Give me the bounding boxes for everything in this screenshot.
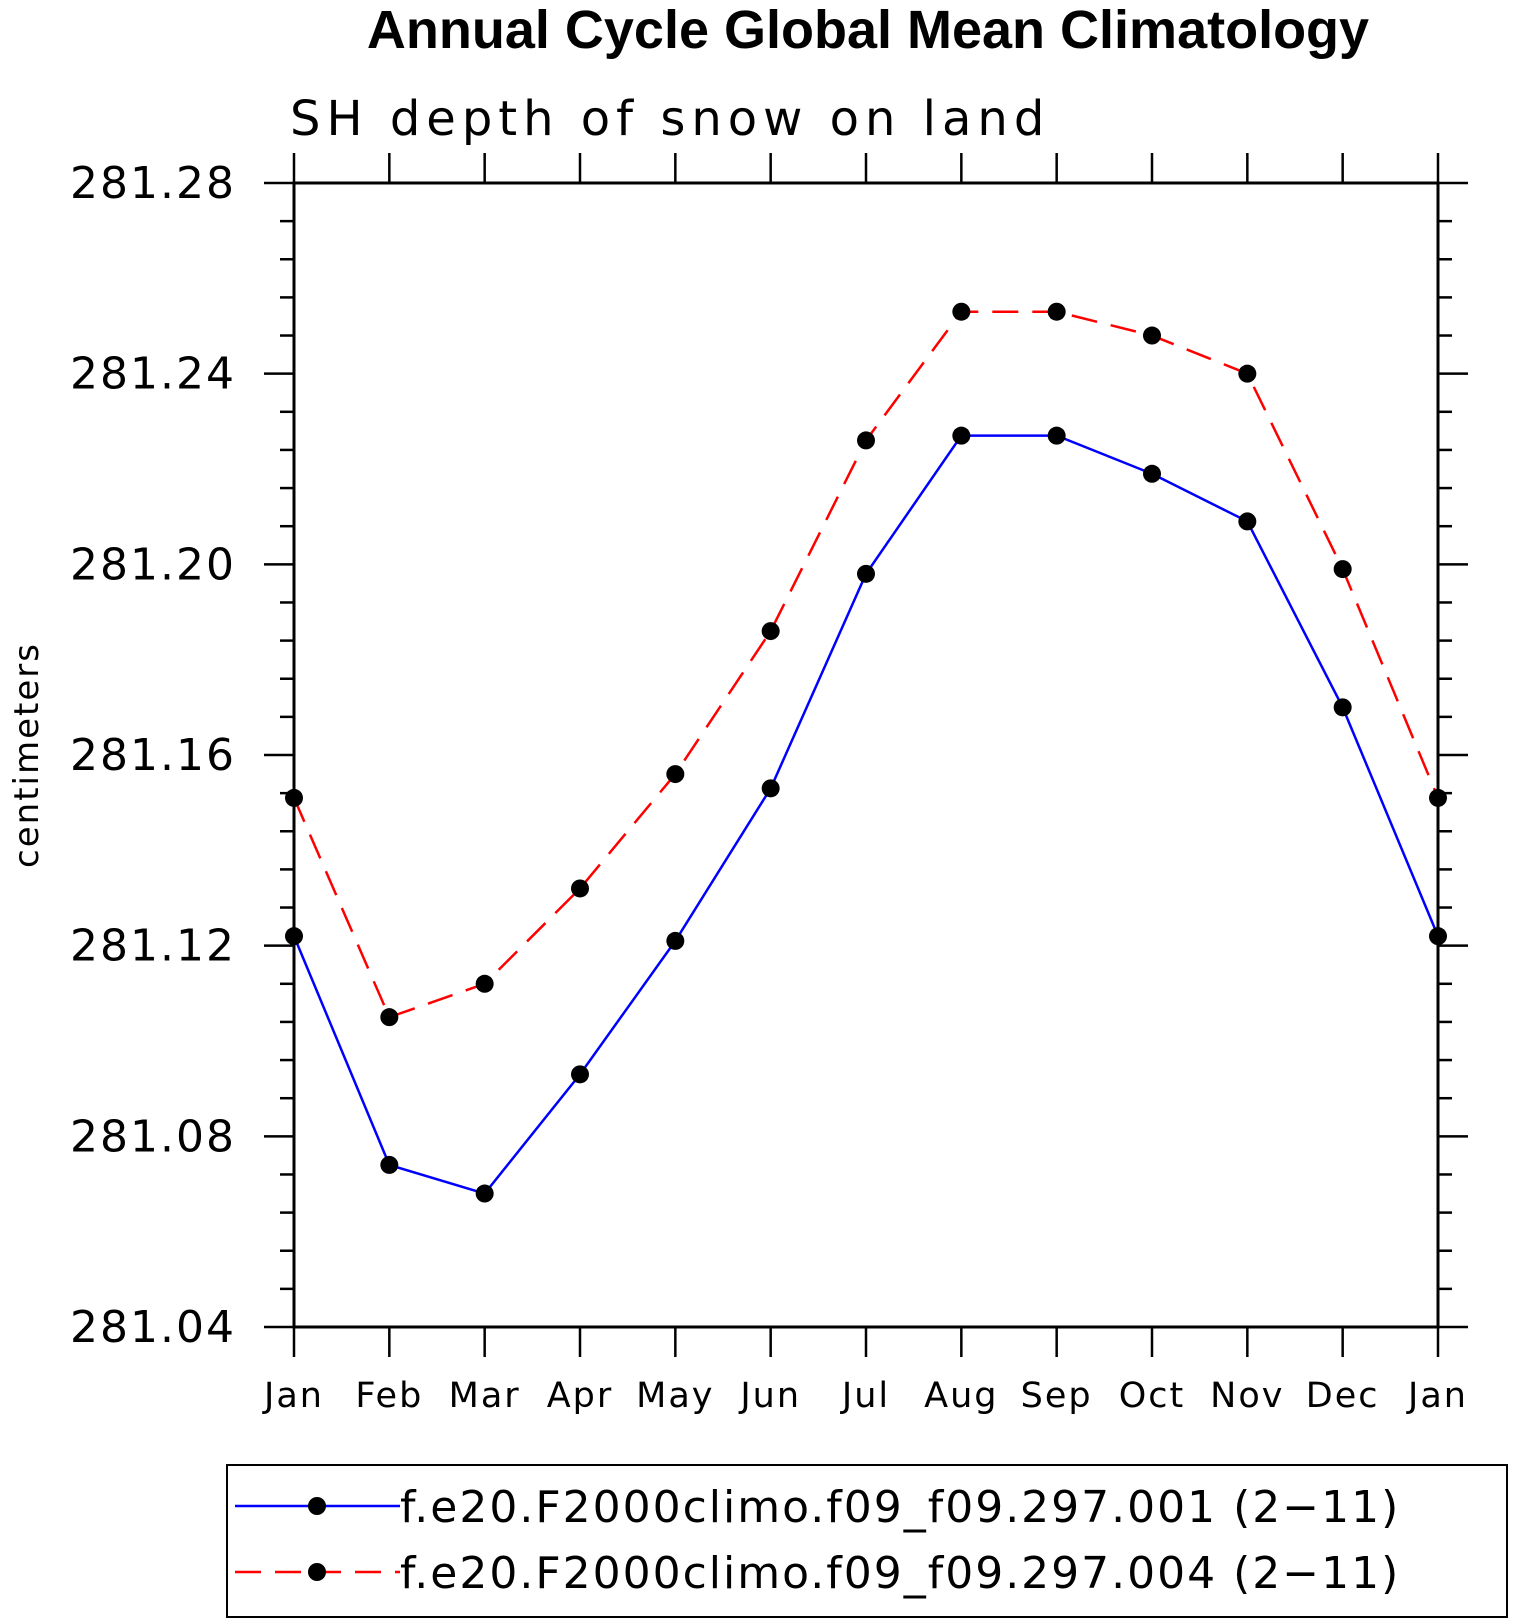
x-tick-label: Dec [1306,1376,1380,1416]
series-2-point [1333,560,1352,579]
x-tick-label: Jul [840,1376,890,1416]
legend-label-1: f.e20.F2000climo.f09_f09.297.001 (2−11) [400,1482,1400,1533]
series-2-point [1429,788,1447,807]
y-tick-label: 281.12 [70,921,236,972]
series-1-point [285,927,303,946]
series-1-point [666,931,685,950]
series-2-point [857,431,875,450]
series-1-point [1333,698,1352,717]
legend: f.e20.F2000climo.f09_f09.297.001 (2−11) f… [226,1464,1508,1618]
y-tick-label: 281.20 [70,539,236,590]
x-tick-label: Oct [1119,1376,1186,1416]
x-tick-label: Nov [1210,1376,1284,1416]
series-2-point [761,622,780,641]
chart-subtitle: SH depth of snow on land [290,91,1050,147]
x-tick-label: Jan [262,1376,324,1416]
series-1-point [475,1184,494,1203]
series-2-point [952,302,971,321]
series-1-point [380,1155,399,1174]
x-tick-label: Feb [355,1376,423,1416]
legend-marker-1 [308,1497,326,1515]
x-tick-label: Aug [924,1376,998,1416]
x-tick-label: Jan [1406,1376,1468,1416]
series-1-point [1047,426,1066,445]
y-tick-label: 281.28 [70,158,236,209]
series-2-point [1047,302,1066,321]
series-2-point [285,788,303,807]
x-tick-label: Jun [738,1376,801,1416]
series-group [285,302,1447,1203]
legend-label-2: f.e20.F2000climo.f09_f09.297.004 (2−11) [400,1548,1400,1599]
x-tick-label: Apr [547,1376,614,1416]
legend-box [226,1464,1508,1618]
legend-marker-2 [308,1563,326,1581]
series-2-point [571,879,589,898]
series-1-point [1429,927,1447,946]
series-line-1 [292,434,1440,1195]
series-1-point [1238,512,1257,531]
y-tick-label: 281.24 [70,349,236,400]
chart-title: Annual Cycle Global Mean Climatology [367,0,1369,60]
axes: 281.04 281.08 281.12 281.16 281.20 281.24 281.… [70,153,1468,1416]
series-2-point [666,765,685,784]
series-1-point [761,779,780,798]
y-tick-label: 281.08 [70,1111,236,1162]
series-2-point [475,974,494,993]
series-2-point [1238,364,1257,383]
series-2-point [380,1008,399,1027]
x-tick-label: May [636,1376,714,1416]
series-2-point [1143,326,1161,345]
series-1-point [571,1065,589,1084]
y-tick-label: 281.04 [70,1302,236,1353]
series-1-point [857,564,875,583]
y-tick-label: 281.16 [70,730,236,781]
series-line-2 [292,310,1440,1019]
y-axis-label: centimeters [7,642,47,868]
plot-frame [292,181,1440,1329]
series-1-point [952,426,971,445]
x-tick-label: Sep [1021,1376,1093,1416]
series-1-point [1143,464,1161,483]
x-tick-label: Mar [449,1376,521,1416]
